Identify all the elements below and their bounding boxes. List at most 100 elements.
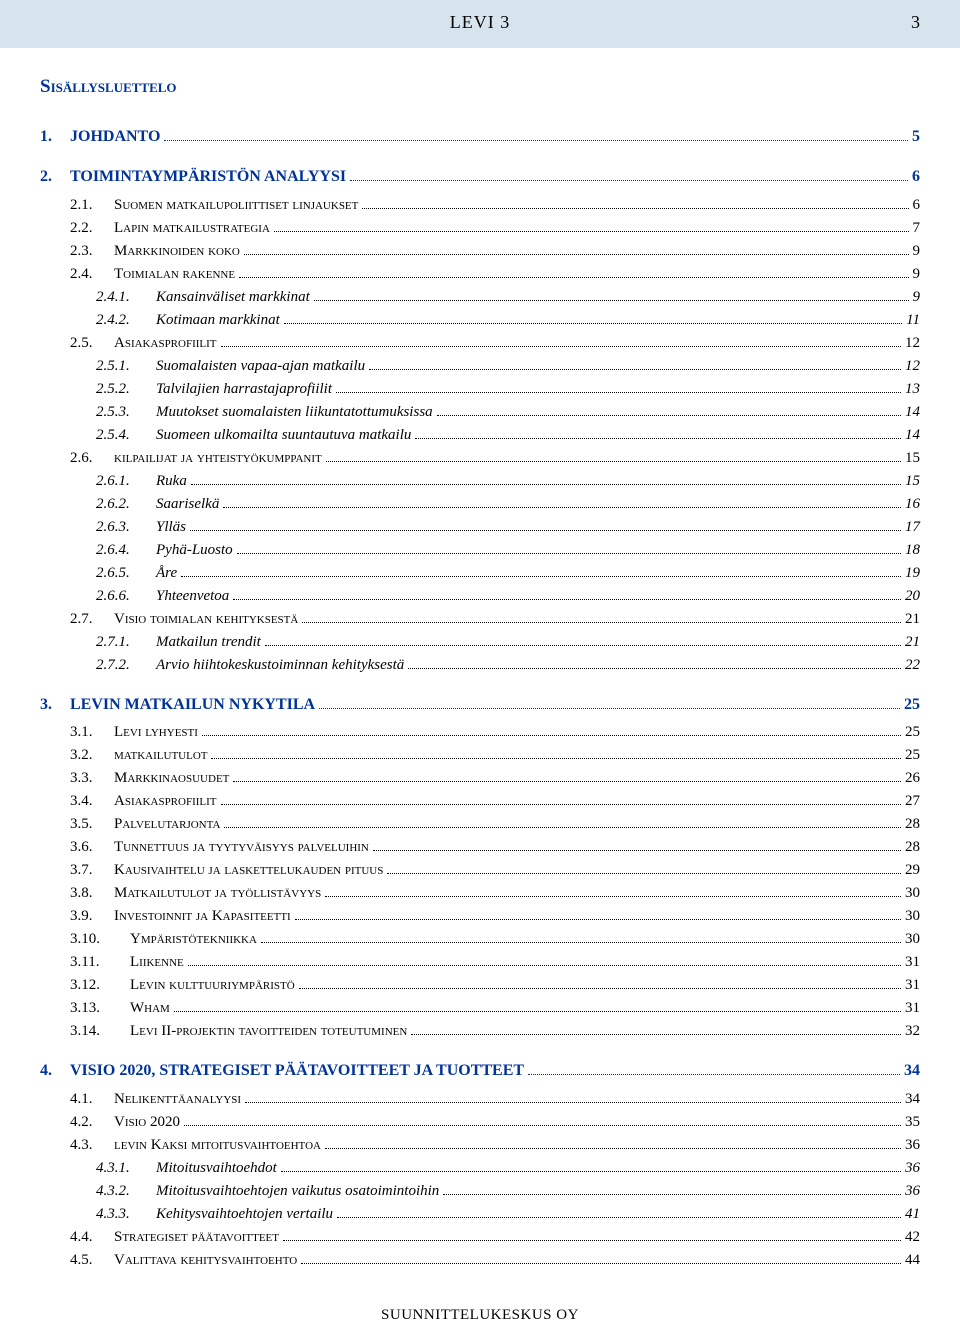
entry-number: 4. — [40, 1060, 70, 1082]
entry-label: Kehitysvaihtoehtojen vertailu — [156, 1204, 333, 1225]
toc-entry: 2.6.3.Ylläs17 — [96, 517, 920, 538]
toc-entry: 3.LEVIN MATKAILUN NYKYTILA25 — [40, 694, 920, 716]
entry-page: 14 — [905, 425, 920, 446]
entry-leader-dots — [314, 300, 909, 301]
toc-entry: 3.14.Levi II-projektin tavoitteiden tote… — [70, 1021, 920, 1042]
entry-label: matkailutulot — [114, 745, 207, 766]
entry-label: Markkinaosuudet — [114, 768, 229, 789]
entry-number: 3.3. — [70, 768, 114, 789]
entry-page: 30 — [905, 883, 920, 904]
entry-number: 2.4.2. — [96, 310, 156, 331]
entry-number: 3.11. — [70, 952, 130, 973]
entry-leader-dots — [336, 392, 901, 393]
toc-entry: 2.7.1.Matkailun trendit21 — [96, 632, 920, 653]
toc-entry: 2.6.6.Yhteenvetoa20 — [96, 586, 920, 607]
entry-label: Mitoitusvaihtoehtojen vaikutus osatoimin… — [156, 1181, 439, 1202]
entry-page: 5 — [912, 126, 920, 148]
entry-leader-dots — [337, 1217, 901, 1218]
toc-entry: 3.4.Asiakasprofiilit27 — [70, 791, 920, 812]
entry-number: 2.6.3. — [96, 517, 156, 538]
toc-heading: Sisällysluettelo — [40, 76, 920, 98]
toc-entry: 3.9.Investoinnit ja Kapasiteetti30 — [70, 906, 920, 927]
entry-leader-dots — [202, 735, 901, 736]
entry-number: 2.2. — [70, 218, 114, 239]
entry-page: 20 — [905, 586, 920, 607]
entry-number: 2.5.2. — [96, 379, 156, 400]
entry-leader-dots — [184, 1125, 901, 1126]
entry-leader-dots — [301, 1263, 901, 1264]
entry-label: Saariselkä — [156, 494, 219, 515]
entry-leader-dots — [299, 988, 901, 989]
entry-label: Palvelutarjonta — [114, 814, 220, 835]
page-number: 3 — [911, 12, 920, 33]
toc-entry: 4.2.Visio 202035 — [70, 1112, 920, 1133]
entry-leader-dots — [211, 758, 901, 759]
entry-page: 32 — [905, 1021, 920, 1042]
entry-page: 25 — [905, 722, 920, 743]
entry-leader-dots — [164, 140, 908, 141]
entry-label: Ylläs — [156, 517, 186, 538]
entry-label: Levi II-projektin tavoitteiden toteutumi… — [130, 1021, 407, 1042]
entry-leader-dots — [221, 804, 901, 805]
entry-label: Suomen matkailupoliittiset linjaukset — [114, 195, 358, 216]
entry-page: 13 — [905, 379, 920, 400]
entry-label: Visio 2020 — [114, 1112, 180, 1133]
entry-label: Wham — [130, 998, 170, 1019]
entry-page: 31 — [905, 998, 920, 1019]
entry-label: Yhteenvetoa — [156, 586, 229, 607]
toc-entry: 3.8.Matkailutulot ja työllistävyys30 — [70, 883, 920, 904]
entry-page: 21 — [905, 609, 920, 630]
entry-page: 26 — [905, 768, 920, 789]
entry-number: 2.5.1. — [96, 356, 156, 377]
toc-entry: 2.4.Toimialan rakenne9 — [70, 264, 920, 285]
entry-label: Kansainväliset markkinat — [156, 287, 310, 308]
toc-entry: 2.5.Asiakasprofiilit12 — [70, 333, 920, 354]
entry-page: 16 — [905, 494, 920, 515]
entry-page: 44 — [905, 1250, 920, 1271]
toc-entry: 3.7.Kausivaihtelu ja laskettelukauden pi… — [70, 860, 920, 881]
entry-leader-dots — [295, 919, 901, 920]
entry-number: 4.3.2. — [96, 1181, 156, 1202]
entry-number: 3.7. — [70, 860, 114, 881]
entry-number: 3.1. — [70, 722, 114, 743]
entry-leader-dots — [350, 180, 908, 181]
entry-page: 9 — [913, 241, 921, 262]
entry-number: 4.2. — [70, 1112, 114, 1133]
entry-page: 34 — [905, 1089, 920, 1110]
toc-entry: 2.2.Lapin matkailustrategia7 — [70, 218, 920, 239]
entry-page: 42 — [905, 1227, 920, 1248]
entry-number: 3.4. — [70, 791, 114, 812]
entry-page: 15 — [905, 448, 920, 469]
entry-label: Nelikenttäanalyysi — [114, 1089, 241, 1110]
entry-leader-dots — [326, 461, 901, 462]
entry-label: Suomalaisten vapaa-ajan matkailu — [156, 356, 365, 377]
entry-number: 2.5.4. — [96, 425, 156, 446]
entry-label: Matkailun trendit — [156, 632, 261, 653]
entry-leader-dots — [221, 346, 901, 347]
entry-label: Suomeen ulkomailta suuntautuva matkailu — [156, 425, 411, 446]
entry-label: levin Kaksi mitoitusvaihtoehtoa — [114, 1135, 321, 1156]
toc-entry: 2.7.Visio toimialan kehityksestä21 — [70, 609, 920, 630]
entry-number: 2.3. — [70, 241, 114, 262]
entry-leader-dots — [325, 1148, 901, 1149]
entry-leader-dots — [223, 507, 901, 508]
entry-label: LEVIN MATKAILUN NYKYTILA — [70, 694, 315, 716]
page-header: LEVI 3 3 — [0, 0, 960, 48]
toc-entry: 1.JOHDANTO5 — [40, 126, 920, 148]
entry-leader-dots — [284, 323, 902, 324]
entry-number: 3.6. — [70, 837, 114, 858]
entry-page: 7 — [913, 218, 921, 239]
toc-entry: 3.13.Wham31 — [70, 998, 920, 1019]
entry-page: 31 — [905, 975, 920, 996]
entry-number: 2.6.1. — [96, 471, 156, 492]
toc-content: Sisällysluettelo 1.JOHDANTO52.TOIMINTAYM… — [0, 48, 960, 1271]
toc-entry: 4.3.2.Mitoitusvaihtoehtojen vaikutus osa… — [96, 1181, 920, 1202]
entry-leader-dots — [443, 1194, 901, 1195]
entry-leader-dots — [265, 645, 901, 646]
toc-entry: 2.1.Suomen matkailupoliittiset linjaukse… — [70, 195, 920, 216]
entry-leader-dots — [181, 576, 901, 577]
toc-entry: 3.10.Ympäristötekniikka30 — [70, 929, 920, 950]
entry-label: kilpailijat ja yhteistyökumppanit — [114, 448, 322, 469]
entry-number: 3. — [40, 694, 70, 716]
entry-number: 2.1. — [70, 195, 114, 216]
